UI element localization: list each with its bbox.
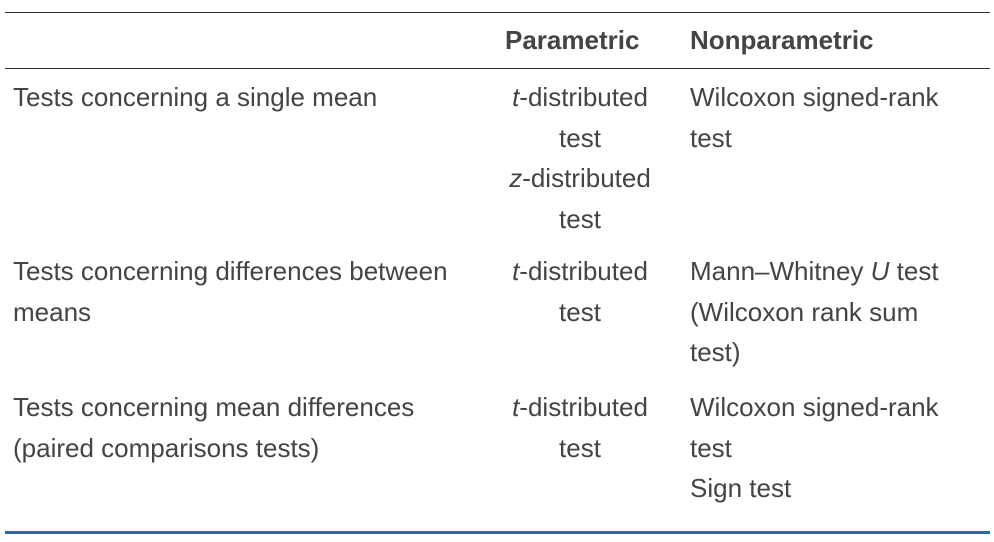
italic-variable: t bbox=[512, 82, 520, 112]
header-parametric: Parametric bbox=[505, 25, 640, 55]
table-header-row: Parametric Nonparametric bbox=[5, 13, 990, 68]
table-row: Tests concerning a single mean t-distrib… bbox=[5, 69, 990, 243]
table-header-rule bbox=[5, 68, 990, 69]
row-nonparametric: Wilcoxon signed-rank test Sign test bbox=[690, 392, 939, 503]
row-description: Tests concerning mean differences (paire… bbox=[13, 392, 415, 463]
row-nonparametric: Mann–Whitney U test (Wilcoxon rank sum t… bbox=[690, 256, 939, 367]
header-nonparametric: Nonparametric bbox=[690, 25, 874, 55]
row-description: Tests concerning differences between mea… bbox=[13, 256, 448, 327]
row-description: Tests concerning a single mean bbox=[13, 82, 378, 112]
comparison-table: Parametric Nonparametric Tests concernin… bbox=[5, 12, 990, 509]
italic-variable: U bbox=[870, 256, 890, 286]
table-row: Tests concerning mean differences (paire… bbox=[5, 379, 990, 509]
table-bottom-rule bbox=[5, 531, 990, 534]
italic-variable: t bbox=[512, 256, 520, 286]
row-parametric: t-distributed test bbox=[512, 392, 648, 463]
italic-variable: t bbox=[512, 392, 520, 422]
table-top-rule bbox=[5, 12, 990, 13]
table-row: Tests concerning differences between mea… bbox=[5, 243, 990, 379]
row-nonparametric: Wilcoxon signed-rank test bbox=[690, 82, 939, 153]
row-parametric: t-distributed test z-distributed test bbox=[509, 82, 651, 234]
row-parametric: t-distributed test bbox=[512, 256, 648, 327]
italic-variable: z bbox=[509, 163, 523, 193]
